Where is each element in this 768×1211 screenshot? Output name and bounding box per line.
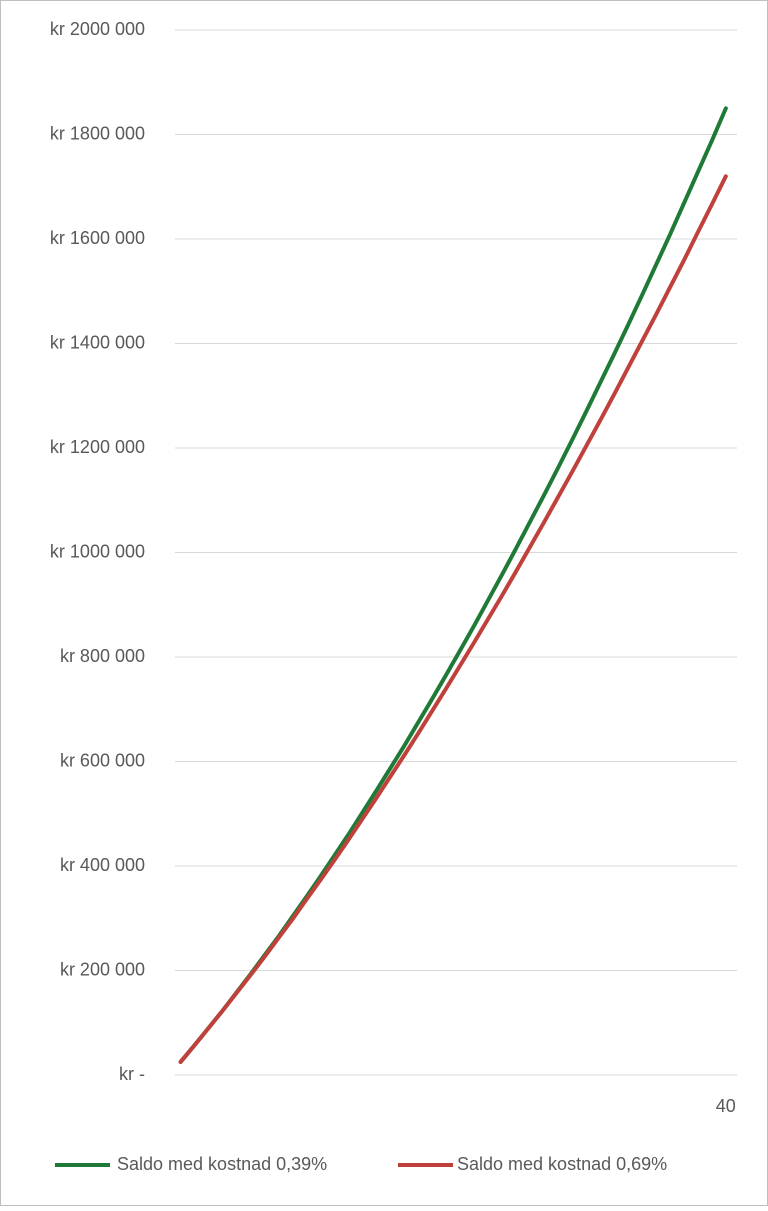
- legend-label: Saldo med kostnad 0,39%: [117, 1154, 327, 1174]
- y-tick-label: kr 800 000: [60, 646, 145, 666]
- y-tick-label: kr -: [119, 1064, 145, 1084]
- y-tick-label: kr 1600 000: [50, 228, 145, 248]
- y-tick-label: kr 2000 000: [50, 19, 145, 39]
- x-tick-label: 40: [716, 1096, 736, 1116]
- y-tick-label: kr 1400 000: [50, 332, 145, 352]
- y-tick-label: kr 200 000: [60, 959, 145, 979]
- y-tick-label: kr 400 000: [60, 855, 145, 875]
- y-tick-label: kr 1000 000: [50, 541, 145, 561]
- y-tick-label: kr 600 000: [60, 750, 145, 770]
- legend-label: Saldo med kostnad 0,69%: [457, 1154, 667, 1174]
- y-tick-label: kr 1200 000: [50, 437, 145, 457]
- y-tick-label: kr 1800 000: [50, 123, 145, 143]
- series-line: [178, 174, 728, 1064]
